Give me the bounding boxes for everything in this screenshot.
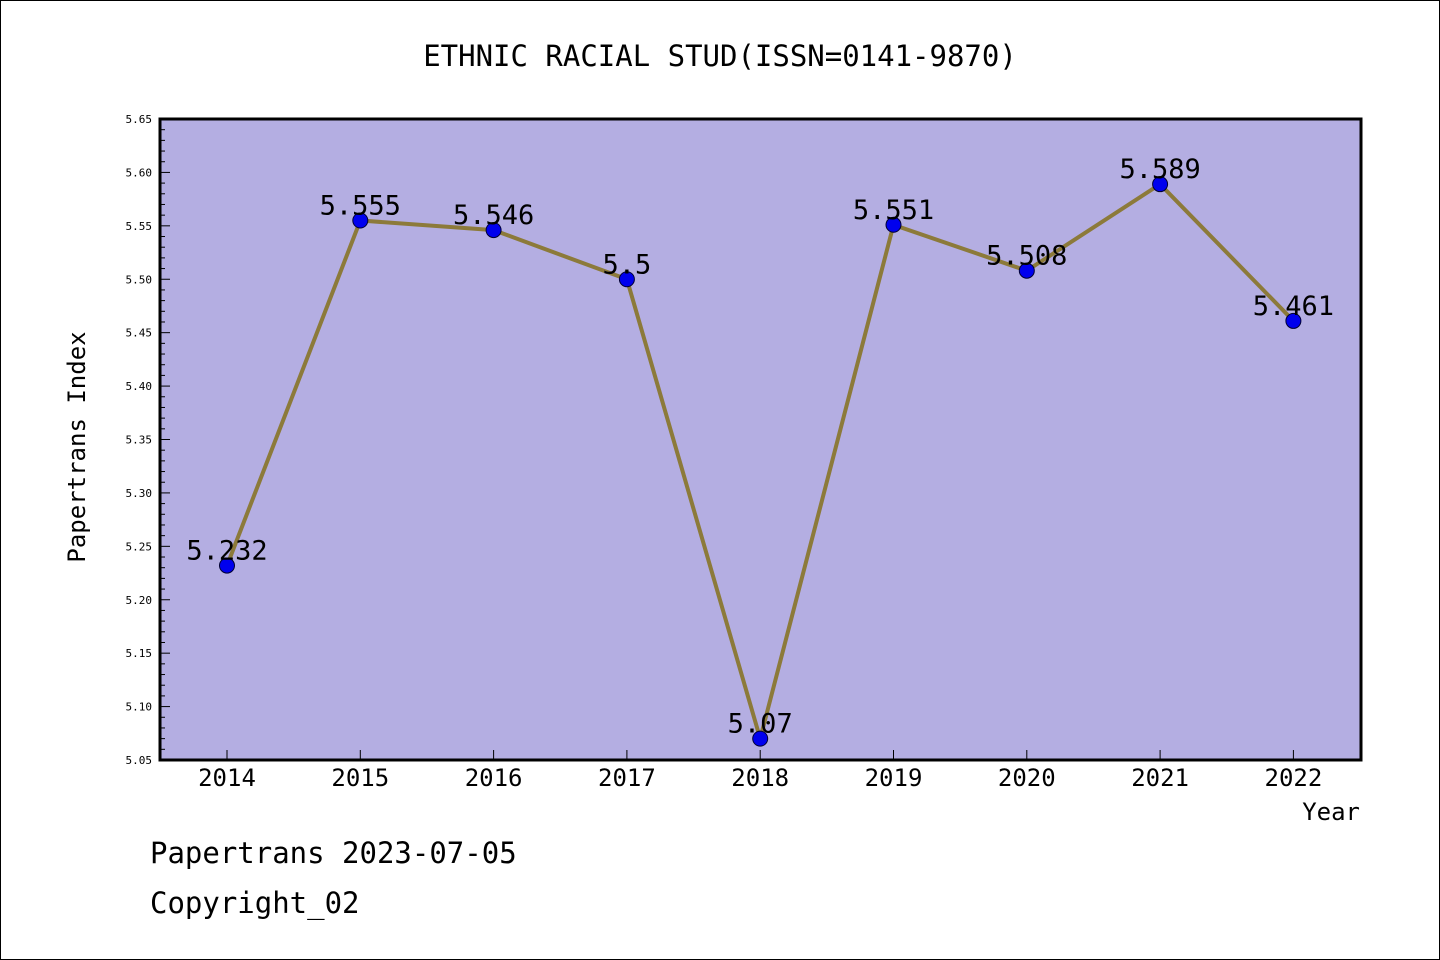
data-point [885, 216, 902, 233]
y-tick-label: 5.05 [126, 754, 153, 767]
data-point [1018, 262, 1035, 279]
x-axis-label: Year [1302, 798, 1360, 826]
x-tick-label: 2017 [598, 764, 656, 792]
data-label: 5.555 [320, 190, 401, 221]
x-tick-label: 2016 [465, 764, 523, 792]
data-point [1152, 176, 1169, 193]
x-tick-label: 2022 [1265, 764, 1323, 792]
data-point [1285, 312, 1302, 329]
y-tick-label: 5.40 [126, 380, 153, 393]
y-axis: 5.05 5.10 5.15 5.20 5.25 5.30 5.35 5.40 5.45 5.50… [126, 113, 170, 767]
y-tick-label: 5.60 [126, 166, 153, 179]
x-tick-label: 2019 [865, 764, 923, 792]
x-tick-label: 2014 [198, 764, 256, 792]
y-tick-label: 5.50 [126, 273, 153, 286]
data-point [485, 222, 502, 239]
y-tick-label: 5.45 [126, 327, 153, 340]
x-tick-label: 2018 [731, 764, 789, 792]
x-tick-label: 2021 [1131, 764, 1189, 792]
y-tick-label: 5.30 [126, 487, 153, 500]
data-point [752, 730, 769, 747]
data-point [618, 271, 635, 288]
x-tick-label: 2020 [998, 764, 1056, 792]
y-tick-label: 5.15 [126, 647, 153, 660]
data-point [352, 212, 369, 229]
data-label: 5.508 [986, 241, 1067, 272]
data-label: 5.551 [853, 195, 934, 226]
y-tick-label: 5.20 [126, 594, 153, 607]
x-tick-label: 2015 [331, 764, 389, 792]
data-label: 5.232 [186, 536, 267, 567]
data-label: 5.07 [728, 709, 793, 740]
chart-title: ETHNIC RACIAL STUD(ISSN=0141-9870) [423, 39, 1017, 73]
footer-copyright: Copyright_02 [150, 886, 360, 920]
data-label: 5.589 [1119, 154, 1200, 185]
y-tick-label: 5.55 [126, 220, 153, 233]
y-tick-label: 5.65 [126, 113, 153, 126]
footer-date: Papertrans 2023-07-05 [150, 836, 517, 870]
marker-group [219, 176, 1302, 747]
y-axis-label: Papertrans Index [63, 331, 91, 562]
data-label-group: 5.232 5.555 5.546 5.5 5.07 5.551 5.508 5.589 5.4… [186, 154, 1334, 739]
data-label: 5.546 [453, 200, 534, 231]
data-label: 5.5 [603, 249, 652, 280]
data-point [219, 557, 235, 574]
data-label: 5.461 [1253, 291, 1334, 322]
x-axis: 2014 2015 2016 2017 2018 2019 2020 2021 2022 [198, 750, 1322, 792]
y-tick-label: 5.25 [126, 540, 153, 553]
y-tick-label: 5.10 [126, 701, 153, 714]
y-tick-label: 5.35 [126, 434, 153, 447]
